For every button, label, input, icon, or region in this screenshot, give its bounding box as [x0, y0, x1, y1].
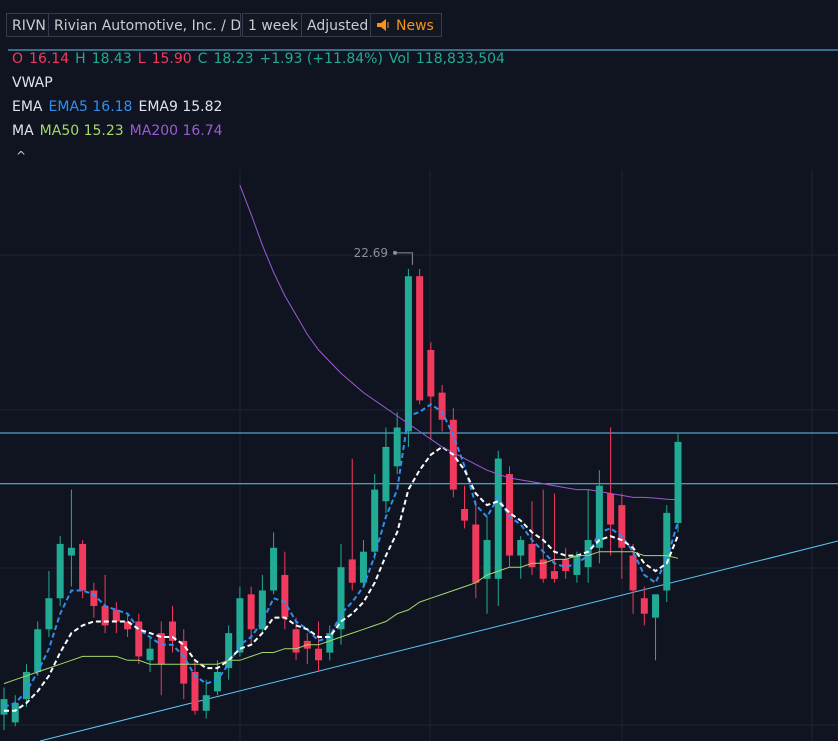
- candle-body: [22, 671, 30, 700]
- candle-body: [112, 609, 120, 622]
- candle-body: [483, 540, 491, 579]
- candle-body: [461, 509, 469, 521]
- ohlc-value: 16.14: [29, 51, 70, 67]
- vwap-row: VWAP: [12, 75, 59, 91]
- ohlc-legend: O 16.14 H 18.43 L 15.90 C 18.23 +1.93 (+11.84%) V…: [12, 51, 511, 67]
- ohlc-key: H: [75, 51, 86, 67]
- symbol[interactable]: RIVN: [6, 13, 49, 37]
- candle-body: [281, 574, 289, 618]
- candle-body: [517, 540, 525, 556]
- volume-value: 118,833,504: [415, 51, 505, 67]
- candle-body: [663, 512, 671, 591]
- candle-body: [270, 547, 278, 591]
- candle-body: [573, 555, 581, 575]
- candle-body: [247, 594, 255, 630]
- candle-body: [11, 702, 19, 723]
- candle-body: [157, 633, 165, 665]
- candle-body: [562, 559, 570, 572]
- candle-body: [472, 524, 480, 583]
- change: +1.93 (+11.84%): [259, 51, 383, 67]
- candle-body: [337, 567, 345, 630]
- ma-row: MA MA50 15.23 MA200 16.74: [12, 123, 229, 139]
- candle-body: [90, 590, 98, 606]
- candle-body: [438, 392, 446, 420]
- candle-body: [292, 629, 300, 653]
- candle-body: [225, 633, 233, 669]
- indicator-line: [3, 551, 679, 685]
- candle-body: [359, 551, 367, 583]
- news-label: News: [396, 18, 434, 34]
- ema-row: EMA EMA5 16.18 EMA9 15.82: [12, 99, 228, 115]
- speaker-icon: [377, 19, 389, 31]
- candle-body: [101, 605, 109, 626]
- trend-line: [39, 540, 838, 741]
- candle-body: [371, 489, 379, 552]
- volume-key: Vol: [388, 51, 410, 67]
- candle-body: [326, 633, 334, 653]
- candle-body: [45, 598, 53, 630]
- ema: EMA: [12, 99, 43, 115]
- candle-body: [629, 555, 637, 591]
- candle-body: [494, 458, 502, 579]
- news-button[interactable]: News: [370, 13, 442, 37]
- candle-body: [146, 648, 154, 661]
- candle-body: [79, 543, 87, 591]
- indicator-line: [4, 445, 679, 712]
- candle-body: [652, 594, 660, 618]
- candle-body: [416, 276, 424, 401]
- ohlc-key: C: [197, 51, 208, 67]
- ohlc-value: 15.90: [151, 51, 192, 67]
- ema5: EMA5 16.18: [48, 99, 133, 115]
- candle-body: [56, 543, 64, 599]
- candle-body: [258, 590, 266, 630]
- grid: [0, 170, 838, 741]
- ma200: MA200 16.74: [129, 123, 223, 139]
- candle-body: [674, 441, 682, 523]
- candle-body: [315, 648, 323, 661]
- candle-body: [607, 493, 615, 525]
- candle-body: [34, 629, 42, 672]
- candle-body: [382, 446, 390, 502]
- candle-body: [393, 427, 401, 467]
- candle-body: [539, 559, 547, 579]
- ohlc-key: L: [137, 51, 146, 67]
- candle-body: [191, 671, 199, 711]
- ohlc-key: O: [12, 51, 24, 67]
- peak-bracket: [395, 252, 413, 265]
- interval[interactable]: 1 week: [242, 13, 302, 37]
- candle-body: [348, 559, 356, 583]
- collapse[interactable]: ^: [16, 149, 27, 163]
- candle-body: [618, 505, 626, 548]
- ma50: MA50 15.23: [39, 123, 124, 139]
- ohlc-value: 18.43: [91, 51, 132, 67]
- candle-body: [427, 349, 435, 397]
- candle-body: [595, 485, 603, 548]
- candle-body: [67, 547, 75, 556]
- candle-body: [202, 695, 210, 711]
- candle-body: [404, 276, 412, 432]
- candle-body: [124, 621, 132, 630]
- candle-body: [550, 571, 558, 579]
- ohlc-value: 18.23: [213, 51, 254, 67]
- indicator-line: [239, 184, 679, 501]
- ema9: EMA9 15.82: [138, 99, 223, 115]
- vwap: VWAP: [12, 75, 53, 91]
- candle-body: [135, 621, 143, 657]
- company[interactable]: Rivian Automotive, Inc. / De: [48, 13, 241, 37]
- ma: MA: [12, 123, 34, 139]
- peak-dot: [393, 250, 397, 255]
- candle-body: [236, 598, 244, 653]
- candle-body: [169, 621, 176, 641]
- candle-body: [213, 671, 221, 692]
- candle-body: [528, 543, 536, 568]
- adjustment[interactable]: Adjusted: [301, 13, 371, 37]
- candle-body: [180, 640, 188, 684]
- peak-label: 22.69: [354, 246, 388, 260]
- candle-body: [640, 598, 648, 614]
